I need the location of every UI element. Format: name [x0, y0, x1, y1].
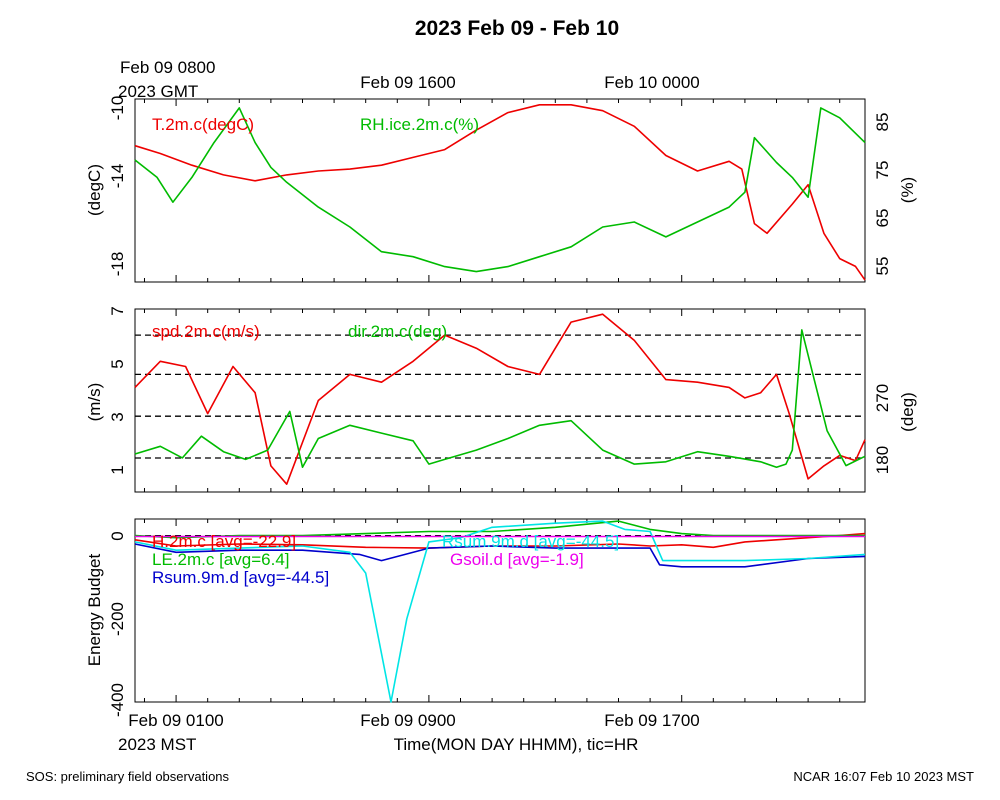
p3-left-tick: -400 — [108, 683, 127, 717]
series-line-rsum-9m-d — [134, 520, 866, 703]
p1-left-tick: -10 — [108, 96, 127, 121]
series-line-rsum-9m-d — [134, 543, 866, 568]
panel-3-frame — [134, 518, 866, 703]
p2-right-tick: 180 — [873, 446, 892, 474]
footer-right: NCAR 16:07 Feb 10 2023 MST — [793, 769, 974, 784]
panel-1-frame — [134, 98, 866, 283]
p2-right-axis-label: (deg) — [898, 392, 917, 432]
top-axis-label: Feb 10 0000 — [604, 73, 699, 92]
x-axis-title: Time(MON DAY HHMM), tic=HR — [394, 735, 639, 754]
bottom-axis-label: Feb 09 0100 — [128, 711, 223, 730]
series-line-rh-ice-2m-c — [134, 107, 866, 273]
bottom-axis-label-first-line2: 2023 MST — [118, 735, 196, 754]
top-axis-label: Feb 09 1600 — [360, 73, 455, 92]
p3-left-tick: -200 — [108, 602, 127, 636]
legend-h: H.2m.c [avg=-22.9] — [152, 532, 296, 551]
p1-right-tick: 75 — [873, 161, 892, 180]
hour-ticks — [143, 99, 841, 702]
top-axis-label-first-line1: Feb 09 0800 — [120, 58, 215, 77]
p1-right-axis-label: (%) — [898, 177, 917, 203]
p1-right-tick: 55 — [873, 257, 892, 276]
legend-gsoil: Gsoil.d [avg=-1.9] — [450, 550, 584, 569]
legend-rsum-cyan: Rsum.9m.d [avg=-44.5] — [442, 532, 619, 551]
panel-2-frame — [134, 308, 866, 493]
reference-lines — [135, 334, 865, 537]
p3-left-axis-label: Energy Budget — [85, 553, 104, 666]
p1-right-tick: 65 — [873, 209, 892, 228]
legend-rh: RH.ice.2m.c(%) — [360, 115, 479, 134]
p3-left-tick: 0 — [108, 531, 127, 540]
legend-spd: spd.2m.c(m/s) — [152, 322, 260, 341]
series-line-t-2m-c-degc — [134, 104, 866, 281]
p2-left-tick: 1 — [108, 465, 127, 474]
p2-right-tick: 270 — [873, 384, 892, 412]
p2-left-tick: 7 — [108, 306, 127, 315]
series-line-dir-2m-c-deg — [134, 329, 866, 469]
footer-left: SOS: preliminary field observations — [26, 769, 230, 784]
legend-rsum: Rsum.9m.d [avg=-44.5] — [152, 568, 329, 587]
chart-title: 2023 Feb 09 - Feb 10 — [415, 17, 619, 40]
top-axis-label-first-line2: 2023 GMT — [118, 82, 198, 101]
p1-left-tick: -14 — [108, 164, 127, 189]
series-line-spd-2m-c-m-s — [134, 313, 866, 486]
series-line-h-2m-c — [134, 532, 866, 549]
bottom-axis-label: Feb 09 0900 — [360, 711, 455, 730]
legend-le: LE.2m.c [avg=6.4] — [152, 550, 290, 569]
series-layer — [134, 104, 866, 703]
series-line-le-2m-c — [134, 520, 865, 539]
legend-t2m: T.2m.c(degC) — [152, 115, 254, 134]
p2-left-tick: 5 — [108, 359, 127, 368]
bottom-axis-label: Feb 09 1700 — [604, 711, 699, 730]
p1-right-tick: 85 — [873, 113, 892, 132]
legend-dir: dir.2m.c(deg) — [348, 322, 447, 341]
p2-left-tick: 3 — [108, 412, 127, 421]
p2-left-axis-label: (m/s) — [85, 383, 104, 422]
p1-left-tick: -18 — [108, 252, 127, 277]
p1-left-axis-label: (degC) — [85, 164, 104, 216]
